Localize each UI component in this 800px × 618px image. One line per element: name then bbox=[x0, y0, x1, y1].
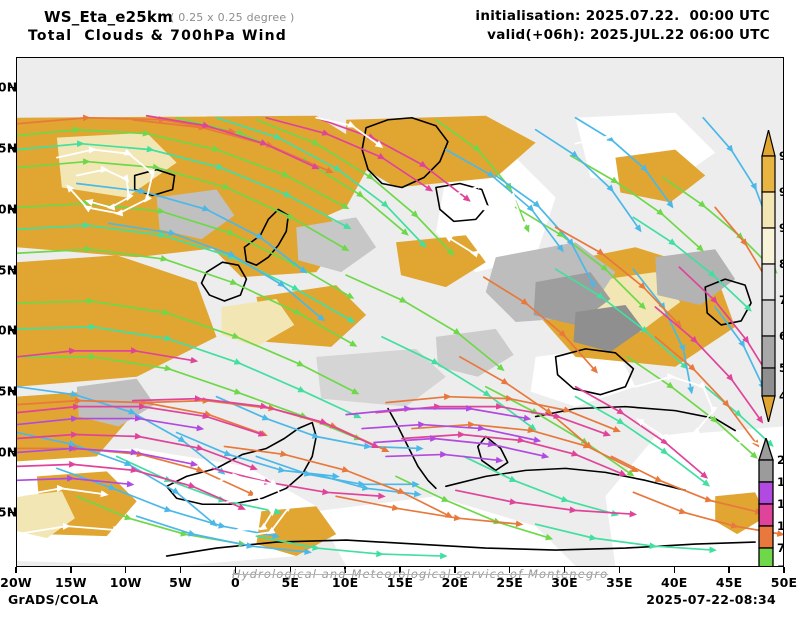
cloud-tick-40: 40 bbox=[779, 389, 783, 403]
longitude-tick bbox=[70, 567, 72, 573]
longitude-label: 0 bbox=[230, 575, 240, 590]
map-canvas bbox=[17, 58, 783, 566]
cloud-tick-70: 70 bbox=[779, 293, 783, 307]
latitude-tick bbox=[10, 390, 16, 392]
longitude-tick bbox=[344, 567, 346, 573]
longitude-label: 15W bbox=[54, 575, 87, 590]
cloud-colorbar-swatches bbox=[761, 129, 776, 423]
latitude-label: 45N bbox=[0, 383, 18, 399]
cloud-tick-99: 99 bbox=[779, 149, 783, 163]
latitude-tick bbox=[10, 511, 16, 514]
latitude-tick bbox=[10, 450, 16, 453]
longitude-tick bbox=[124, 567, 127, 573]
longitude-label: 45E bbox=[715, 575, 743, 590]
longitude-label: 20W bbox=[0, 575, 32, 590]
grads-engine-label: GrADS/COLA bbox=[8, 592, 99, 607]
cloud-tick-95: 95 bbox=[779, 185, 783, 199]
longitude-tick bbox=[234, 567, 237, 573]
longitude-label: 50E bbox=[770, 575, 798, 590]
longitude-tick bbox=[673, 567, 676, 573]
wind-streamlines bbox=[17, 114, 783, 560]
longitude-tick bbox=[289, 567, 292, 573]
wind-colorbar-swatches bbox=[758, 435, 774, 566]
longitude-label: 40E bbox=[661, 575, 688, 590]
wind-tick-13: 13 bbox=[777, 497, 783, 511]
longitude-label: 15E bbox=[386, 575, 414, 590]
longitude-label: 10W bbox=[109, 575, 142, 590]
latitude-label: 35N bbox=[0, 504, 18, 520]
wind-tick-25: 25 bbox=[777, 453, 783, 467]
latitude-tick bbox=[10, 268, 16, 271]
longitude-tick bbox=[508, 567, 511, 573]
latitude-label: 70N bbox=[0, 79, 18, 95]
longitude-label: 35E bbox=[606, 575, 633, 590]
longitude-tick bbox=[179, 567, 182, 573]
longitude-tick bbox=[454, 567, 456, 573]
cloud-tick-60: 60 bbox=[779, 329, 783, 343]
longitude-tick bbox=[618, 567, 621, 573]
latitude-tick bbox=[10, 208, 16, 210]
longitude-tick bbox=[563, 567, 566, 573]
valid-time-label: valid(+06h): 2025.JUL.22 06:00 UTC bbox=[487, 27, 770, 43]
latitude-tick bbox=[10, 147, 16, 149]
longitude-label: 5E bbox=[281, 575, 300, 590]
longitude-label: 25E bbox=[496, 575, 523, 590]
cloud-tick-80: 80 bbox=[779, 257, 783, 271]
cloud-tick-50: 50 bbox=[779, 361, 783, 375]
latitude-label: 55N bbox=[0, 262, 18, 277]
product-subtitle-label: Total Clouds & 700hPa Wind bbox=[28, 28, 287, 44]
latitude-label: 60N bbox=[0, 201, 18, 217]
latitude-label: 65N bbox=[0, 140, 18, 156]
longitude-label: 5W bbox=[169, 575, 193, 590]
wind-tick-5: 5 bbox=[777, 563, 783, 566]
cloud-cover-colorbar: 99 95 90 80 70 60 50 40 bbox=[761, 129, 783, 423]
latitude-tick bbox=[10, 329, 16, 331]
wind-tick-10: 10 bbox=[777, 519, 783, 533]
initialisation-time-label: initialisation: 2025.07.22. 00:00 UTC bbox=[475, 8, 770, 24]
longitude-tick bbox=[399, 567, 401, 573]
longitude-tick bbox=[783, 567, 785, 573]
service-watermark: Hydrological and Meteorological service … bbox=[232, 567, 609, 581]
model-resolution-label: ( 0.25 x 0.25 degree ) bbox=[170, 11, 295, 24]
latitude-tick bbox=[10, 86, 16, 89]
weather-map: 99 95 90 80 70 60 50 40 25 17 bbox=[16, 57, 784, 567]
model-name-label: WS_Eta_e25km bbox=[44, 8, 173, 26]
latitude-label: 50N bbox=[0, 322, 18, 338]
wind-tick-7: 7 bbox=[777, 541, 783, 555]
run-timestamp-label: 2025-07-22-08:34 bbox=[646, 592, 776, 607]
longitude-label: 30E bbox=[551, 575, 578, 590]
longitude-label: 20E bbox=[441, 575, 469, 590]
longitude-label: 10E bbox=[331, 575, 359, 590]
wind-tick-17: 17 bbox=[777, 475, 783, 489]
wind-speed-colorbar: 25 17 13 10 7 5 3 bbox=[758, 435, 783, 566]
latitude-label: 40N bbox=[0, 444, 18, 460]
longitude-tick bbox=[728, 567, 730, 573]
cloud-tick-90: 90 bbox=[779, 221, 783, 235]
longitude-tick bbox=[15, 567, 17, 573]
